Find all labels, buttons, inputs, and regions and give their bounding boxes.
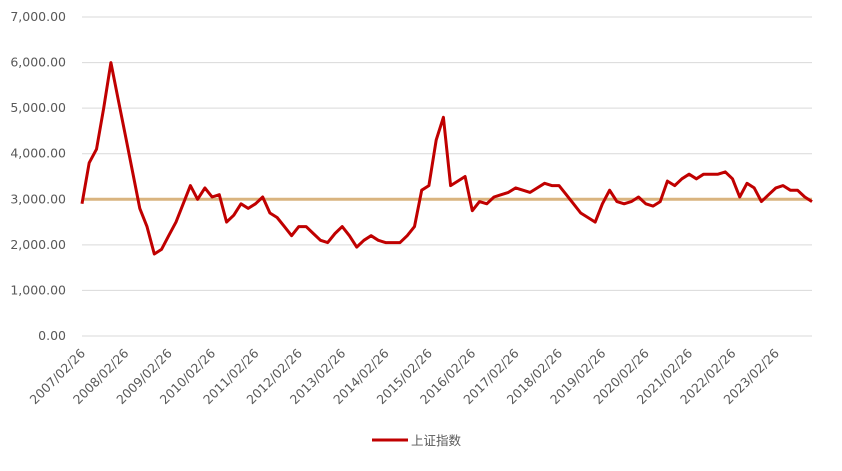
y-tick-label: 7,000.00: [10, 9, 66, 24]
y-tick-label: 0.00: [38, 328, 66, 343]
y-tick-label: 5,000.00: [10, 100, 66, 115]
y-tick-label: 3,000.00: [10, 191, 66, 206]
y-tick-label: 4,000.00: [10, 146, 66, 161]
legend-label: 上证指数: [411, 433, 462, 448]
y-tick-label: 6,000.00: [10, 55, 66, 70]
y-tick-label: 2,000.00: [10, 237, 66, 252]
data-line: [80, 61, 813, 256]
y-tick-label: 1,000.00: [10, 282, 66, 297]
